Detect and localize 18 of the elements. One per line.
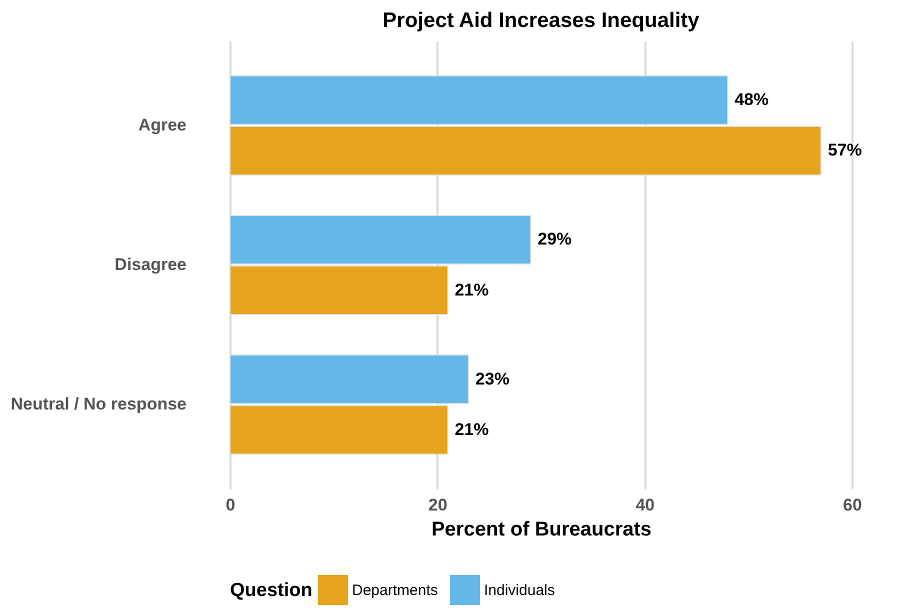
legend-title: Question: [230, 580, 312, 601]
data-label: 23%: [475, 369, 510, 388]
x-axis-title: Percent of Bureaucrats: [431, 518, 652, 540]
data-label: 29%: [538, 230, 572, 249]
data-label: 57%: [828, 140, 862, 160]
x-tick-label: 0: [226, 496, 236, 514]
legend-label: Individuals: [484, 582, 555, 599]
y-tick-label: Neutral / No response: [10, 394, 186, 414]
legend-label: Departments: [352, 582, 438, 599]
data-label: 48%: [734, 90, 769, 110]
y-tick-label: Disagree: [114, 255, 186, 274]
chart-title: Project Aid Increases Inequality: [382, 9, 700, 32]
y-tick-label: Agree: [138, 115, 186, 134]
data-label: 21%: [454, 280, 489, 300]
x-tick-label: 40: [636, 496, 655, 514]
data-label: 21%: [454, 420, 489, 439]
x-tick-label: 60: [843, 496, 862, 514]
x-tick-label: 20: [428, 496, 448, 514]
